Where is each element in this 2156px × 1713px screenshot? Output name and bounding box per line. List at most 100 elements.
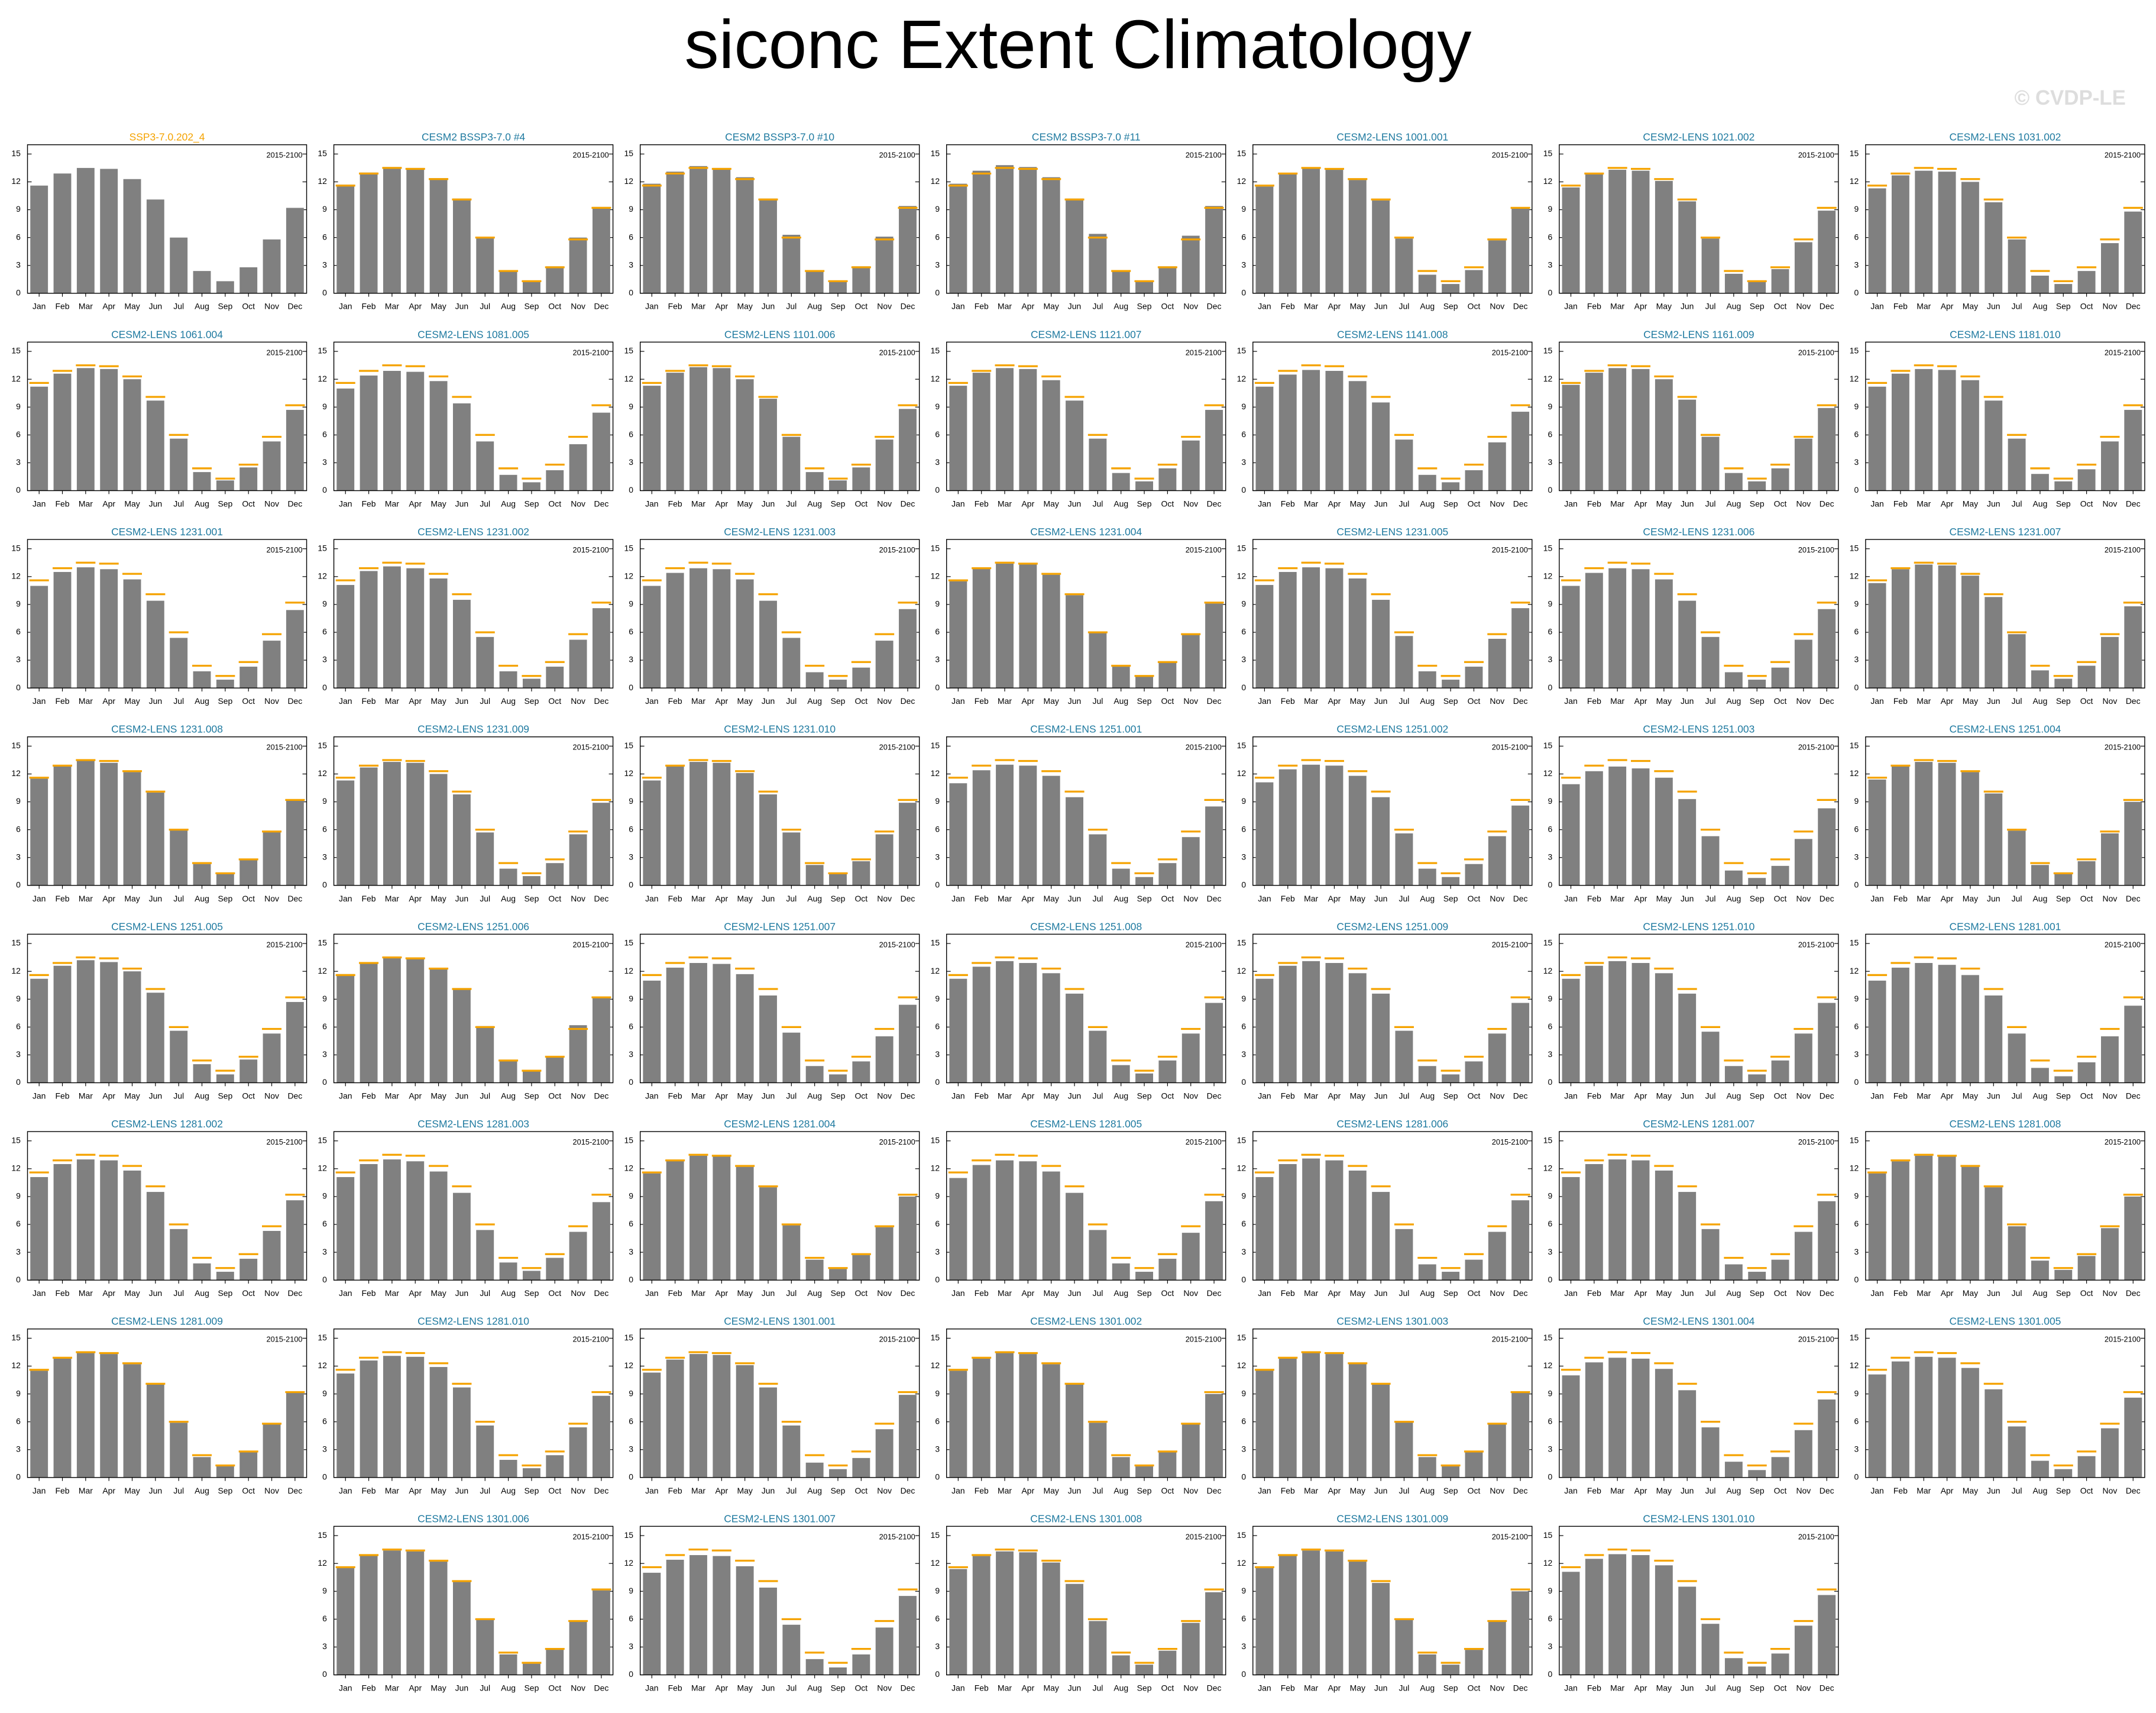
y-tick-label: 6 [1548, 1416, 1552, 1426]
x-tick-label: Aug [2033, 1288, 2048, 1298]
panel-subtitle: 2015-2100 [266, 1137, 302, 1146]
bar [1794, 839, 1812, 885]
x-tick-label: Oct [242, 696, 255, 706]
x-tick-label: Nov [877, 1288, 892, 1298]
x-tick-label: Apr [715, 894, 728, 903]
bar [1066, 198, 1083, 293]
y-tick-label: 12 [1850, 571, 1859, 580]
bar [1938, 1156, 1956, 1281]
x-tick-label: Jan [951, 1288, 964, 1298]
x-tick-label: Jun [149, 1486, 162, 1495]
bar [805, 1659, 824, 1675]
bar [1562, 1177, 1580, 1281]
x-tick-label: Jun [1681, 1091, 1694, 1100]
bar [666, 1359, 684, 1478]
panel-title: CESM2-LENS 1251.010 [1643, 920, 1754, 932]
x-tick-label: Oct [548, 499, 561, 508]
bar [829, 1667, 847, 1675]
bar [216, 680, 234, 689]
y-tick-label: 0 [16, 1275, 21, 1284]
bar [949, 183, 967, 293]
y-tick-label: 9 [935, 1191, 940, 1201]
bar [1655, 1369, 1673, 1478]
bar [569, 639, 587, 689]
y-tick-label: 9 [322, 1191, 327, 1201]
y-tick-label: 6 [322, 1219, 327, 1229]
y-tick-label: 6 [1854, 1416, 1859, 1426]
x-tick-label: Dec [287, 696, 302, 706]
bar [1158, 266, 1177, 293]
plot-frame [1252, 1131, 1533, 1281]
y-tick-label: 0 [16, 287, 21, 297]
bar [1868, 1374, 1886, 1478]
x-tick-label: Jan [645, 696, 658, 706]
bar [429, 968, 448, 1083]
panel-title: CESM2-LENS 1301.007 [724, 1512, 836, 1524]
panel-subtitle: 2015-2100 [1186, 743, 1222, 752]
x-tick-label: Oct [854, 1091, 867, 1100]
x-tick-label: Apr [409, 696, 422, 706]
x-tick-label: Feb [1281, 1486, 1295, 1495]
panel-title: CESM2 BSSP3-7.0 #11 [1032, 131, 1141, 143]
bar [1868, 386, 1886, 491]
bar [546, 667, 564, 689]
bar [429, 178, 448, 293]
bar [1562, 978, 1580, 1083]
bar [875, 237, 894, 293]
x-tick-label: Jul [1399, 1486, 1410, 1495]
bar [1961, 975, 1979, 1083]
bar [1372, 402, 1390, 491]
plot-frame [639, 933, 920, 1084]
bar [805, 1259, 824, 1281]
x-tick-label: Feb [1281, 499, 1295, 508]
bar [336, 974, 355, 1083]
x-tick-label: Dec [2126, 1288, 2141, 1298]
y-tick-label: 3 [629, 655, 633, 664]
y-tick-label: 3 [935, 852, 940, 861]
bar [1701, 238, 1720, 293]
x-tick-label: May [430, 302, 446, 311]
y-tick-label: 12 [1237, 768, 1247, 778]
bar [1418, 1457, 1436, 1478]
y-tick-label: 15 [624, 1135, 633, 1145]
x-tick-label: Jun [1681, 1486, 1694, 1495]
x-tick-label: Oct [1468, 1486, 1481, 1495]
bar [1771, 468, 1789, 491]
x-tick-label: Jul [173, 1288, 184, 1298]
x-tick-label: Feb [362, 499, 376, 508]
x-tick-label: Feb [668, 1288, 682, 1298]
y-tick-label: 6 [322, 627, 327, 636]
x-tick-label: Mar [691, 1288, 705, 1298]
y-tick-label: 6 [935, 824, 940, 833]
bar [1488, 1621, 1506, 1675]
y-tick-label: 12 [318, 1558, 327, 1567]
x-tick-label: Mar [691, 302, 705, 311]
y-tick-label: 9 [1548, 994, 1552, 1003]
bar [1112, 1263, 1130, 1281]
bar [1915, 369, 1933, 491]
x-tick-label: Dec [2126, 1091, 2141, 1100]
x-tick-label: Dec [2126, 1486, 2141, 1495]
x-tick-label: Dec [287, 1091, 302, 1100]
y-tick-label: 6 [322, 1614, 327, 1623]
bar [949, 1371, 967, 1478]
x-tick-label: Aug [807, 696, 822, 706]
x-tick-label: Oct [2080, 1288, 2093, 1298]
y-tick-label: 9 [629, 1388, 633, 1398]
y-tick-label: 15 [931, 346, 940, 355]
bar [713, 167, 731, 293]
x-tick-label: Nov [264, 1288, 279, 1298]
x-tick-label: Apr [1634, 499, 1647, 508]
bar [239, 267, 258, 293]
bar [1042, 1364, 1060, 1478]
y-tick-label: 0 [629, 1077, 633, 1087]
panel-title: CESM2-LENS 1251.003 [1643, 723, 1754, 735]
y-tick-label: 3 [322, 1049, 327, 1059]
x-tick-label: May [124, 1288, 140, 1298]
y-tick-label: 3 [935, 1641, 940, 1651]
y-tick-label: 6 [1548, 1219, 1552, 1229]
x-tick-label: Apr [1328, 1288, 1341, 1298]
bar [736, 974, 754, 1083]
y-tick-label: 12 [1543, 1163, 1553, 1173]
y-tick-label: 0 [1548, 1077, 1552, 1087]
